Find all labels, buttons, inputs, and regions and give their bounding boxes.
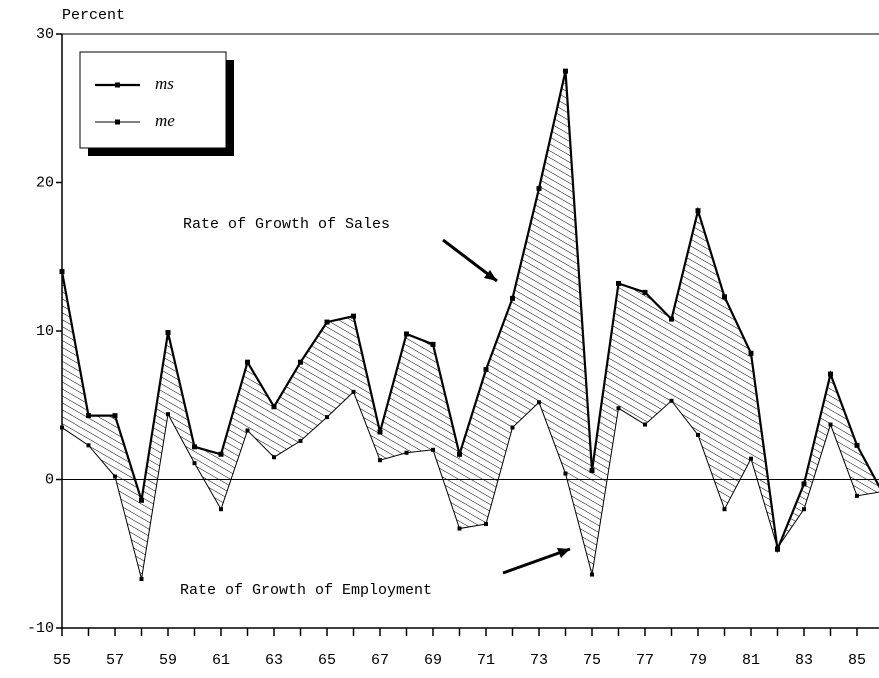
point <box>404 331 409 337</box>
hatched-area <box>62 71 879 579</box>
y-tick-label: 30 <box>36 26 54 43</box>
point <box>642 289 648 295</box>
point <box>536 185 542 191</box>
point <box>86 413 91 419</box>
x-tick-label: 69 <box>424 652 442 669</box>
y-tick-label: -10 <box>27 620 54 637</box>
point <box>298 359 303 365</box>
point <box>748 350 754 356</box>
y-tick-label: 10 <box>36 323 54 340</box>
x-tick-label: 75 <box>583 652 601 669</box>
point <box>643 422 647 427</box>
point <box>325 415 329 420</box>
point <box>378 458 382 463</box>
point <box>218 451 224 457</box>
point <box>775 545 780 550</box>
point <box>828 422 833 427</box>
x-tick-label: 79 <box>689 652 707 669</box>
point <box>298 438 303 443</box>
point <box>563 471 568 476</box>
x-tick-label: 65 <box>318 652 336 669</box>
x-tick-label: 57 <box>106 652 124 669</box>
point <box>590 572 594 577</box>
point <box>219 507 223 512</box>
x-tick-label: 77 <box>636 652 654 669</box>
point <box>324 319 330 325</box>
point <box>139 497 144 503</box>
legend-box <box>79 51 227 149</box>
point <box>749 456 753 461</box>
point <box>113 474 117 479</box>
point <box>272 455 276 460</box>
point <box>377 429 383 435</box>
point <box>112 413 118 419</box>
annotation: Rate of Growth of Sales <box>183 216 390 233</box>
annotation: Rate of Growth of Employment <box>180 582 432 599</box>
point <box>510 295 515 301</box>
legend: ms me <box>79 51 234 156</box>
point <box>855 493 859 498</box>
point <box>828 371 833 377</box>
point <box>669 316 674 322</box>
x-tick-label: 55 <box>53 652 71 669</box>
legend-marker <box>115 82 120 88</box>
x-tick-label: 81 <box>742 652 760 669</box>
x-tick-label: 67 <box>371 652 389 669</box>
arrow-head <box>484 270 497 281</box>
point <box>139 576 144 581</box>
series-line <box>60 70 879 554</box>
point <box>801 481 807 487</box>
point <box>165 329 171 335</box>
y-tick-label: 0 <box>45 471 54 488</box>
x-tick-label: 73 <box>530 652 548 669</box>
x-tick-label: 85 <box>848 652 866 669</box>
point <box>404 450 409 455</box>
x-tick-label: 59 <box>159 652 177 669</box>
point <box>537 400 541 405</box>
point <box>854 442 860 448</box>
point <box>192 444 197 450</box>
point <box>483 367 489 373</box>
point <box>430 341 436 347</box>
point <box>722 507 727 512</box>
x-tick-label: 71 <box>477 652 495 669</box>
legend-marker <box>115 119 120 125</box>
point <box>457 451 462 457</box>
point <box>166 412 170 417</box>
point <box>616 280 621 286</box>
plot-area <box>59 68 879 581</box>
point <box>351 313 356 319</box>
series-line <box>61 391 879 580</box>
point <box>245 428 250 433</box>
point <box>722 294 727 300</box>
point <box>589 468 595 474</box>
y-tick-label: 20 <box>36 174 54 191</box>
legend-label: ms <box>155 74 174 93</box>
point <box>695 208 701 214</box>
point <box>563 68 568 74</box>
point <box>351 389 356 394</box>
arrow-head <box>557 548 570 558</box>
point <box>271 404 277 410</box>
point <box>696 432 700 437</box>
x-tick-label: 83 <box>795 652 813 669</box>
point <box>802 507 806 512</box>
point <box>616 406 621 411</box>
arrow <box>502 547 571 575</box>
legend-label: me <box>155 111 175 130</box>
x-tick-label: 63 <box>265 652 283 669</box>
point <box>669 398 674 403</box>
point <box>484 522 488 527</box>
point <box>457 526 462 531</box>
point <box>192 461 197 466</box>
point <box>245 359 250 365</box>
point <box>86 443 91 448</box>
x-tick-label: 61 <box>212 652 230 669</box>
y-axis-label: Percent <box>62 7 125 24</box>
point <box>431 447 435 452</box>
point <box>510 425 515 430</box>
